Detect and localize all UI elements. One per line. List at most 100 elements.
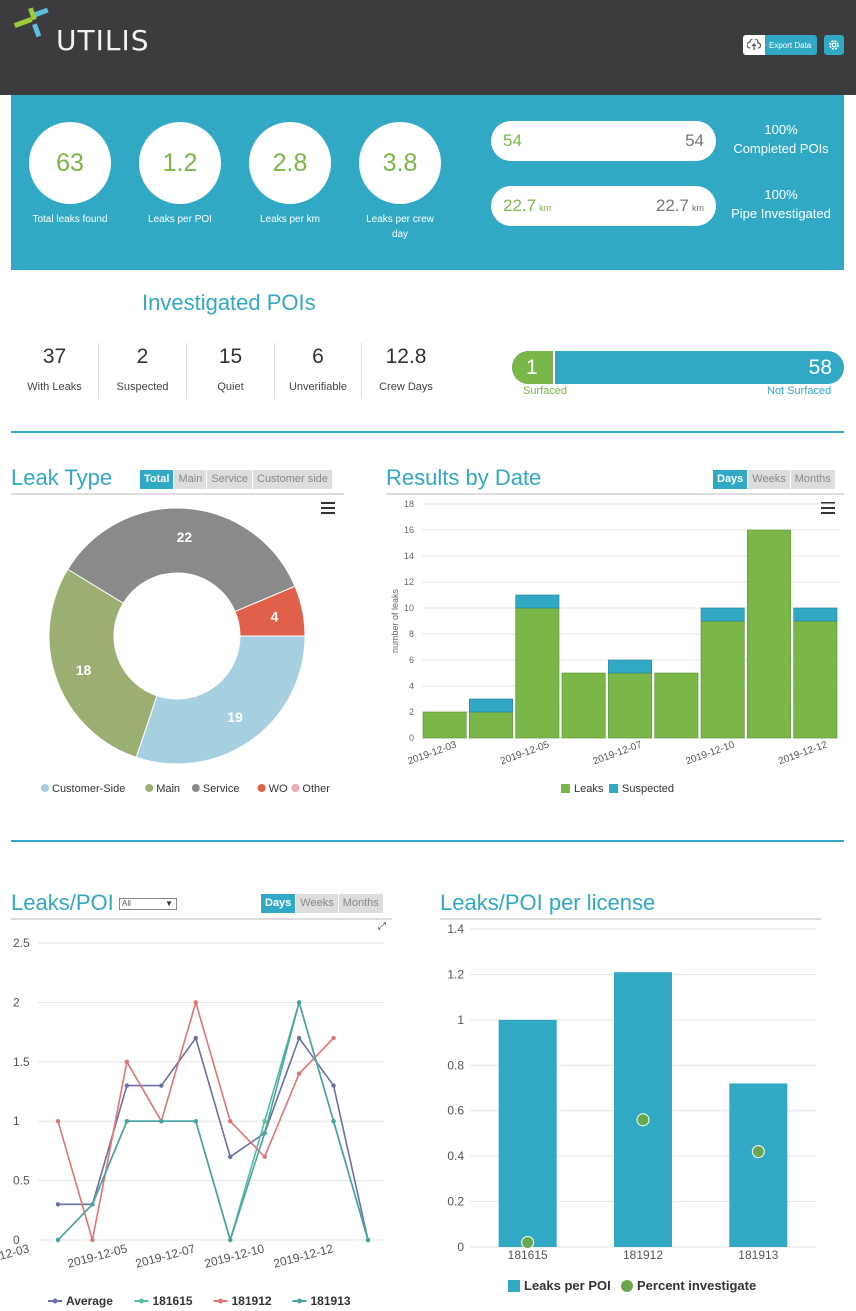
kpi-label: Leaks per POI <box>148 214 212 225</box>
legend-marker <box>291 784 300 792</box>
stat-quiet: 15 Quiet <box>187 343 275 399</box>
chart-menu-icon[interactable] <box>821 502 835 514</box>
x-tick-label: 2019-12-07 <box>592 739 644 767</box>
leaks-per-poi-bar <box>614 972 672 1247</box>
kpi-value: 3.8 <box>359 122 441 204</box>
stat-suspected: 2 Suspected <box>99 343 187 399</box>
pie-slice <box>135 635 306 765</box>
tab-months[interactable]: Months <box>338 894 383 913</box>
logo-mark-icon <box>13 7 49 38</box>
stat-label: Suspected <box>116 381 169 393</box>
series-point <box>124 1083 130 1088</box>
kpi-value: 63 <box>29 122 111 204</box>
legend-marker <box>257 784 266 792</box>
kpi-label: Leaks per km <box>259 214 321 225</box>
chart-menu-icon[interactable] <box>321 502 335 514</box>
leaks-bar <box>654 672 699 739</box>
legend-marker <box>191 784 200 792</box>
tab-total[interactable]: Total <box>140 470 174 489</box>
results-by-date-underline <box>386 493 844 495</box>
surfaced-value: 1 <box>526 356 538 379</box>
legend-label: Average <box>66 1294 113 1308</box>
stat-label: Unverifiable <box>288 381 348 393</box>
tab-weeks[interactable]: Weeks <box>748 470 790 489</box>
tab-days[interactable]: Days <box>261 894 296 913</box>
investigated-pois-title: Investigated POIs <box>142 290 316 315</box>
kpi-leaks-per-km: 2.8 Leaks per km <box>249 122 331 227</box>
legend-label: Other <box>302 783 330 795</box>
series-point <box>262 1119 267 1124</box>
y-tick-label: 8 <box>409 629 414 639</box>
y-tick-label: 1.2 <box>447 967 464 981</box>
kpi-label: Total leaks found <box>32 214 108 225</box>
legend-marker <box>139 1298 144 1304</box>
pill-right-value: 54 <box>685 131 704 150</box>
stat-unverifiable: 6 Unverifiable <box>275 343 362 399</box>
tab-main[interactable]: Main <box>174 470 207 489</box>
leaks-per-poi-bar <box>498 1019 557 1247</box>
series-point <box>159 1083 164 1088</box>
x-tick-label: .9-12-03 <box>0 1241 31 1266</box>
tab-days[interactable]: Days <box>713 470 748 489</box>
y-tick-label: 0.6 <box>447 1104 464 1118</box>
tab-months[interactable]: Months <box>790 470 835 489</box>
tab-service[interactable]: Service <box>207 470 252 489</box>
settings-button[interactable] <box>824 35 844 55</box>
tab-weeks[interactable]: Weeks <box>296 894 338 913</box>
legend-label: 181913 <box>311 1294 351 1308</box>
series-point <box>124 1119 130 1124</box>
leaks-poi-filter-select[interactable]: All ▼ <box>119 898 177 910</box>
y-tick-label: 2 <box>409 707 414 717</box>
kpi-band: 63 Total leaks found 1.2 Leaks per POI 2… <box>11 95 844 270</box>
pie-slice <box>234 585 306 637</box>
x-tick-label: 2019-12-10 <box>684 739 736 767</box>
leaks-poi-license-underline <box>440 918 821 920</box>
stat-value: 12.8 <box>385 345 427 368</box>
pie-slice <box>48 568 158 758</box>
section-divider <box>11 840 844 842</box>
percent-investigate-point <box>521 1235 535 1249</box>
series-point <box>365 1237 371 1243</box>
app-header: UTILIS Export Data <box>0 0 856 95</box>
leaks-bar <box>608 672 652 739</box>
completed-pois-summary: 100% Completed POIs <box>721 120 841 158</box>
series-point <box>296 1035 302 1041</box>
leak-type-tabs: Total Main Service Customer side <box>140 470 333 489</box>
series-point <box>193 1000 198 1005</box>
series-point <box>228 1119 233 1124</box>
suspected-bar <box>793 607 838 622</box>
y-tick-label: 0 <box>457 1240 464 1254</box>
x-tick-label: 2019-12-12 <box>777 739 829 767</box>
y-tick-label: 18 <box>404 499 414 509</box>
leaks-poi-underline <box>11 918 392 920</box>
surfaced-label: Surfaced <box>523 385 568 397</box>
legend-label: WO <box>269 783 288 795</box>
logo-text: UTILIS <box>56 24 150 57</box>
leaks-poi-license-title: Leaks/POI per license <box>440 890 656 915</box>
pie-slice-label: 22 <box>177 529 193 545</box>
y-tick-label: 16 <box>404 525 414 535</box>
y-tick-label: 0 <box>13 1233 20 1247</box>
y-tick-label: 12 <box>404 577 414 587</box>
expand-icon[interactable]: ⤢ <box>378 921 386 932</box>
x-tick-label: 2019-12-05 <box>66 1241 129 1270</box>
series-point <box>331 1035 336 1041</box>
series-point <box>262 1154 267 1160</box>
stat-label: Quiet <box>217 381 244 393</box>
tab-customer-side[interactable]: Customer side <box>253 470 332 489</box>
x-tick-label: 2019-12-03 <box>406 739 458 767</box>
y-tick-label: 1.4 <box>447 922 464 936</box>
series-point <box>55 1119 61 1124</box>
export-data-label: Export Data <box>769 40 812 50</box>
legend-label: Leaks <box>574 783 604 795</box>
y-tick-label: 1 <box>13 1114 20 1128</box>
y-tick-label: 0.5 <box>13 1174 30 1188</box>
leaks-bar <box>793 620 838 739</box>
export-data-button[interactable]: Export Data <box>743 35 817 55</box>
leak-type-underline <box>11 493 344 495</box>
utilis-logo[interactable]: UTILIS <box>12 6 152 57</box>
legend-marker <box>508 1280 520 1292</box>
dropdown-arrow-icon: ▼ <box>165 899 173 908</box>
leaks-bar <box>747 529 791 739</box>
kpi-value: 2.8 <box>249 122 331 204</box>
